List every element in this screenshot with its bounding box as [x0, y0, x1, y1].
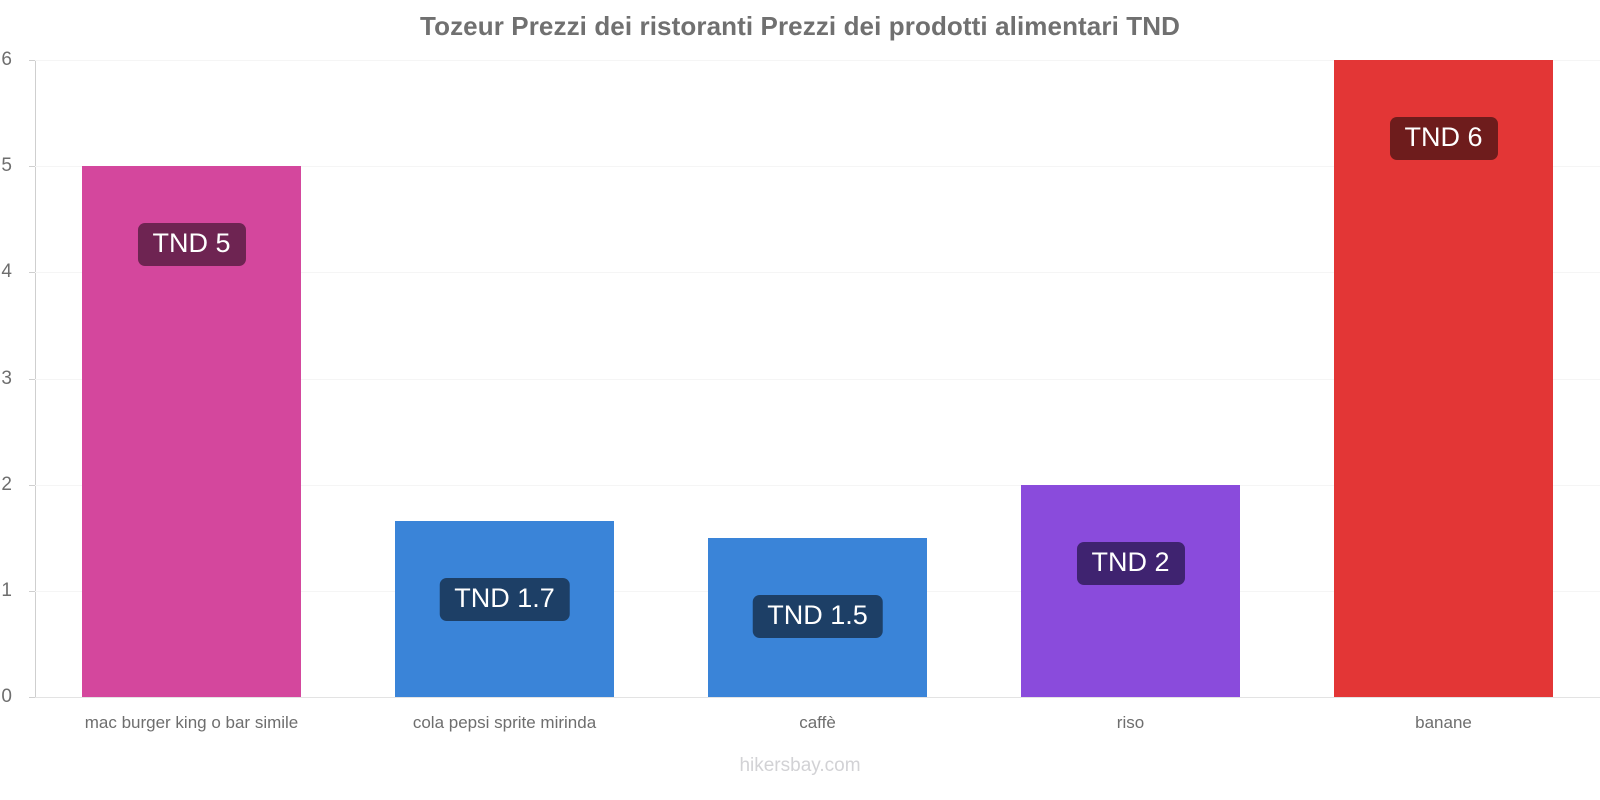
- bar[interactable]: [1020, 484, 1241, 697]
- bar-value-label: TND 6: [1389, 117, 1498, 160]
- y-tick-label-0: 0: [1, 686, 12, 707]
- y-tick-label-2: 2: [1, 473, 12, 495]
- x-tick-label: mac burger king o bar simile: [84, 713, 299, 732]
- y-tick-mark-2: [29, 484, 35, 486]
- bar-value-label: TND 1.7: [439, 577, 570, 621]
- x-tick-label: banane: [1415, 713, 1472, 732]
- y-tick-mark-3: [29, 378, 35, 380]
- bar[interactable]: [1333, 60, 1554, 697]
- bar-value-label: TND 5: [137, 223, 246, 267]
- y-tick-label-6: 6: [1, 49, 12, 70]
- chart-title: Tozeur Prezzi dei ristoranti Prezzi dei …: [420, 11, 1180, 41]
- x-tick-label: riso: [1116, 713, 1145, 732]
- x-tick-label: cola pepsi sprite mirinda: [412, 713, 597, 732]
- y-tick-label-4: 4: [1, 261, 12, 283]
- y-tick-mark-6: [29, 60, 35, 61]
- y-tick-label-5: 5: [1, 155, 12, 177]
- y-tick-mark-4: [29, 272, 35, 274]
- x-tick-label: caffè: [799, 713, 836, 732]
- y-tick-mark-5: [29, 166, 35, 168]
- bar-value-label: TND 2: [1076, 541, 1185, 585]
- gridline-4: [35, 272, 1600, 274]
- gridline-6: [35, 60, 1600, 61]
- bar-value-label: TND 1.5: [752, 594, 883, 638]
- gridline-2: [35, 484, 1600, 486]
- gridline-5: [35, 166, 1600, 168]
- gridline-0: [35, 697, 1600, 698]
- y-tick-label-1: 1: [1, 579, 12, 601]
- footer-source: hikersbay.com: [739, 755, 861, 776]
- y-tick-mark-1: [29, 590, 35, 592]
- y-tick-mark-0: [29, 697, 35, 698]
- y-tick-label-3: 3: [1, 367, 12, 389]
- gridline-3: [35, 378, 1600, 380]
- plot-area: [35, 60, 1600, 698]
